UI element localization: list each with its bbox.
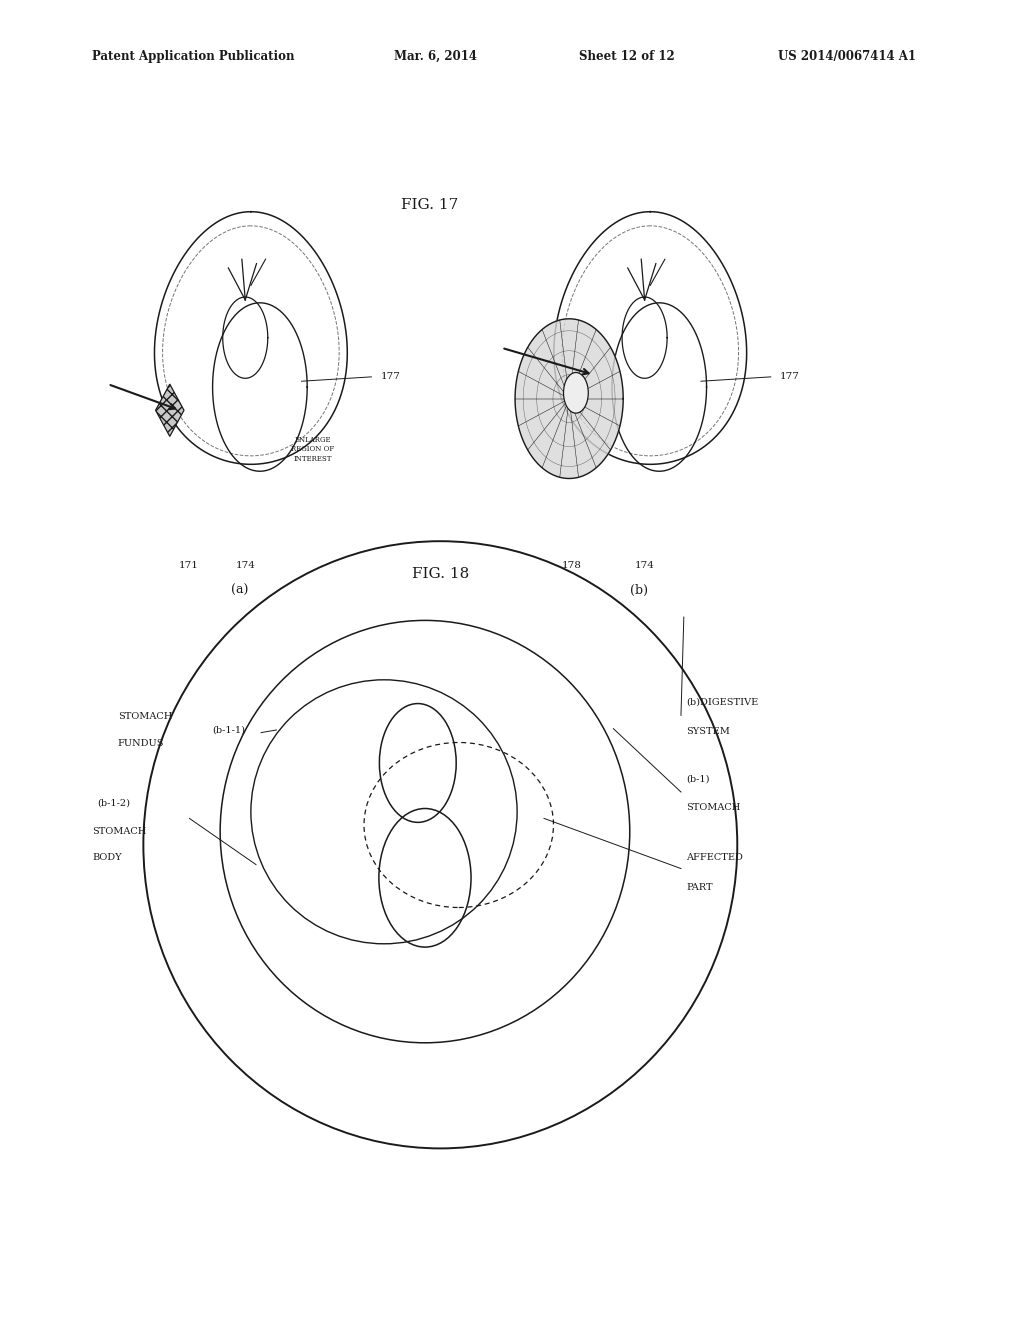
Text: (b)DIGESTIVE: (b)DIGESTIVE (686, 698, 759, 706)
Text: STOMACH: STOMACH (92, 828, 146, 836)
Text: (a): (a) (231, 583, 248, 597)
Text: US 2014/0067414 A1: US 2014/0067414 A1 (778, 50, 916, 63)
Text: FIG. 17: FIG. 17 (401, 198, 459, 211)
Text: 174: 174 (635, 561, 654, 570)
Text: 177: 177 (381, 372, 400, 381)
Polygon shape (515, 319, 624, 478)
Polygon shape (156, 384, 184, 437)
Text: (b-1): (b-1) (686, 775, 710, 783)
Text: STOMACH: STOMACH (686, 804, 740, 812)
Ellipse shape (563, 372, 589, 413)
Text: BODY: BODY (92, 854, 122, 862)
Text: Sheet 12 of 12: Sheet 12 of 12 (579, 50, 675, 63)
Text: PART: PART (686, 883, 713, 891)
Text: SYSTEM: SYSTEM (686, 727, 730, 735)
Text: STOMACH: STOMACH (118, 713, 172, 721)
Text: 174: 174 (236, 561, 255, 570)
Text: Mar. 6, 2014: Mar. 6, 2014 (394, 50, 477, 63)
Text: 177: 177 (780, 372, 800, 381)
Text: AFFECTED: AFFECTED (686, 854, 743, 862)
Text: ENLARGE
REGION OF
INTEREST: ENLARGE REGION OF INTEREST (291, 436, 335, 463)
Text: Patent Application Publication: Patent Application Publication (92, 50, 295, 63)
Text: (b-1-2): (b-1-2) (97, 799, 130, 807)
Text: 178: 178 (561, 561, 582, 570)
Text: (b): (b) (630, 583, 648, 597)
Text: FUNDUS: FUNDUS (118, 739, 164, 747)
Text: 171: 171 (179, 561, 199, 570)
Text: (b-1-1): (b-1-1) (212, 726, 245, 734)
Text: FIG. 18: FIG. 18 (412, 568, 469, 581)
